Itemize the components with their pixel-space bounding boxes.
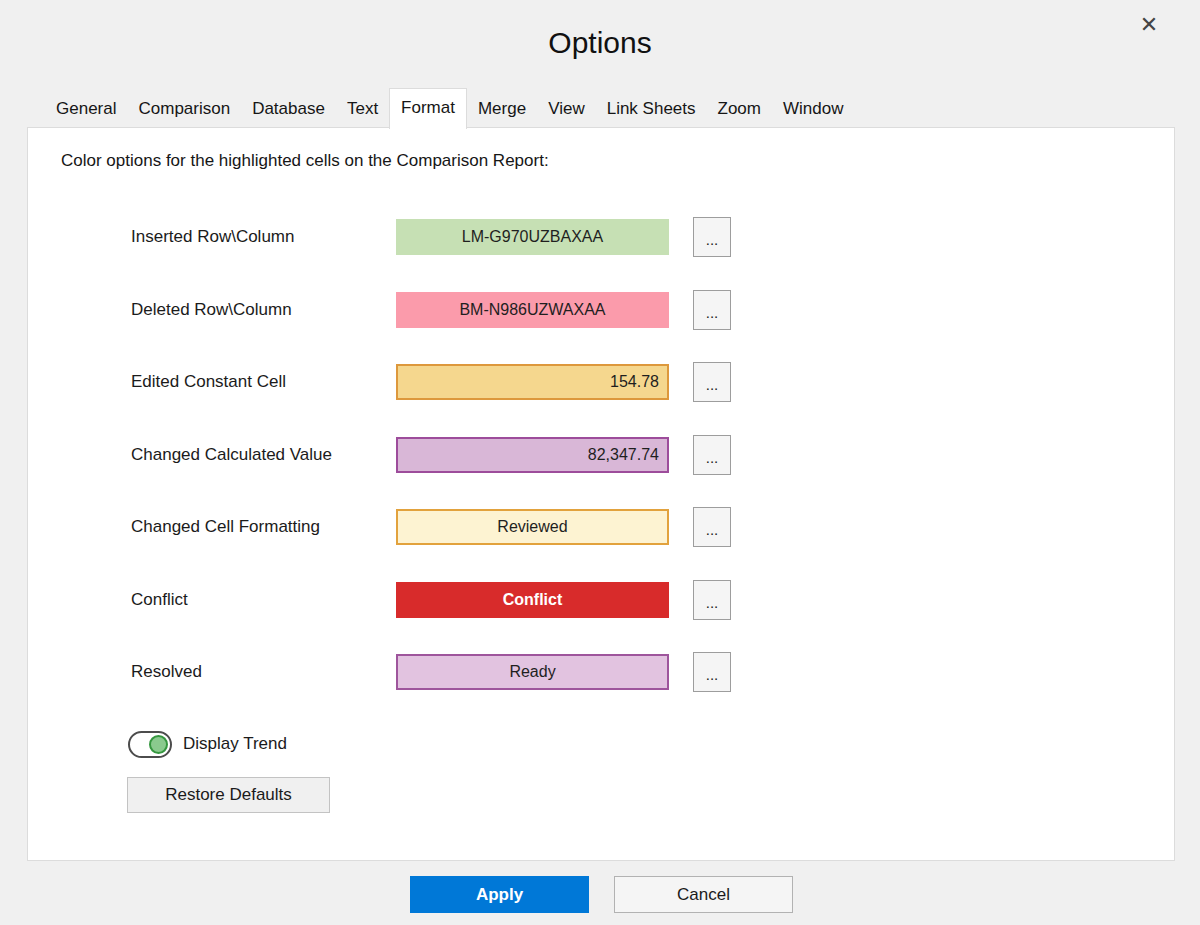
browse-color-button[interactable]: ... — [693, 652, 731, 692]
restore-defaults-button[interactable]: Restore Defaults — [127, 777, 330, 813]
row-inserted: Inserted Row\Column LM-G970UZBAXAA ... — [131, 217, 731, 257]
tab-zoom[interactable]: Zoom — [707, 93, 772, 128]
browse-color-button[interactable]: ... — [693, 580, 731, 620]
browse-color-button[interactable]: ... — [693, 435, 731, 475]
color-swatch: 82,347.74 — [396, 437, 669, 473]
color-swatch: LM-G970UZBAXAA — [396, 219, 669, 255]
row-resolved: Resolved Ready ... — [131, 652, 731, 692]
row-edited-constant: Edited Constant Cell 154.78 ... — [131, 362, 731, 402]
options-dialog: Options ✕ General Comparison Database Te… — [0, 0, 1200, 925]
row-label: Resolved — [131, 652, 396, 692]
row-label: Changed Calculated Value — [131, 435, 396, 475]
tab-comparison[interactable]: Comparison — [127, 93, 241, 128]
browse-color-button[interactable]: ... — [693, 362, 731, 402]
tab-view[interactable]: View — [537, 93, 596, 128]
tab-text[interactable]: Text — [336, 93, 389, 128]
color-swatch: Ready — [396, 654, 669, 690]
row-label: Changed Cell Formatting — [131, 507, 396, 547]
apply-button[interactable]: Apply — [410, 876, 589, 913]
display-trend-row: Display Trend — [128, 729, 287, 759]
display-trend-label: Display Trend — [183, 734, 287, 754]
row-conflict: Conflict Conflict ... — [131, 580, 731, 620]
row-label: Conflict — [131, 580, 396, 620]
color-swatch: Reviewed — [396, 509, 669, 545]
row-label: Inserted Row\Column — [131, 217, 396, 257]
tab-format[interactable]: Format — [389, 88, 467, 129]
close-icon[interactable]: ✕ — [1132, 8, 1166, 42]
browse-color-button[interactable]: ... — [693, 290, 731, 330]
tab-general[interactable]: General — [45, 93, 127, 128]
tab-database[interactable]: Database — [241, 93, 336, 128]
row-changed-formatting: Changed Cell Formatting Reviewed ... — [131, 507, 731, 547]
row-changed-calculated: Changed Calculated Value 82,347.74 ... — [131, 435, 731, 475]
row-label: Deleted Row\Column — [131, 290, 396, 330]
color-swatch: BM-N986UZWAXAA — [396, 292, 669, 328]
panel-heading: Color options for the highlighted cells … — [61, 151, 549, 171]
tab-bar: General Comparison Database Text Format … — [45, 94, 854, 128]
color-swatch: 154.78 — [396, 364, 669, 400]
row-deleted: Deleted Row\Column BM-N986UZWAXAA ... — [131, 290, 731, 330]
toggle-knob-icon — [149, 735, 168, 754]
display-trend-toggle[interactable] — [128, 731, 172, 758]
color-swatch: Conflict — [396, 582, 669, 618]
browse-color-button[interactable]: ... — [693, 217, 731, 257]
row-label: Edited Constant Cell — [131, 362, 396, 402]
cancel-button[interactable]: Cancel — [614, 876, 793, 913]
tab-merge[interactable]: Merge — [467, 93, 537, 128]
tab-window[interactable]: Window — [772, 93, 854, 128]
format-tab-panel: Color options for the highlighted cells … — [27, 127, 1175, 861]
tab-link-sheets[interactable]: Link Sheets — [596, 93, 707, 128]
dialog-title: Options — [0, 26, 1200, 60]
browse-color-button[interactable]: ... — [693, 507, 731, 547]
